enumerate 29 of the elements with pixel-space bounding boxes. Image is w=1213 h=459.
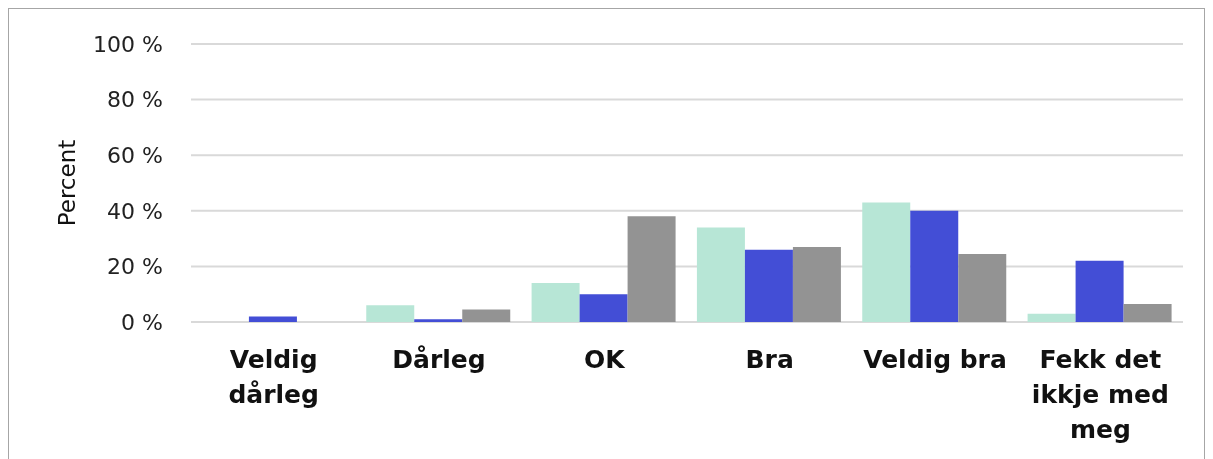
bar bbox=[1075, 260, 1124, 322]
y-tick-label: 80 % bbox=[107, 87, 163, 113]
y-tick-label: 40 % bbox=[107, 198, 163, 224]
bar bbox=[1027, 313, 1076, 322]
y-tick-label: 60 % bbox=[107, 143, 163, 169]
bar bbox=[910, 210, 959, 322]
bar bbox=[1123, 303, 1172, 322]
bar bbox=[462, 309, 511, 322]
bar bbox=[862, 202, 911, 322]
bar bbox=[248, 316, 297, 322]
bar bbox=[579, 294, 628, 322]
x-tick-label: Fekk det ikkje med meg bbox=[1031, 345, 1169, 444]
x-tick-label: Veldig dårleg bbox=[228, 345, 319, 409]
y-axis-title: Percent bbox=[54, 139, 80, 227]
y-tick-label: 20 % bbox=[107, 254, 163, 280]
x-tick-label: Veldig bra bbox=[863, 345, 1007, 374]
bar bbox=[744, 249, 793, 322]
y-tick-label: 100 % bbox=[93, 31, 163, 57]
bar bbox=[531, 283, 580, 322]
x-tick-label: Bra bbox=[745, 345, 794, 374]
bar bbox=[414, 319, 463, 322]
x-tick-label: Dårleg bbox=[392, 345, 486, 374]
x-tick-label: OK bbox=[584, 345, 627, 374]
y-tick-label: 0 % bbox=[121, 309, 163, 335]
bar bbox=[366, 305, 415, 322]
bar bbox=[696, 227, 745, 322]
bar bbox=[958, 253, 1007, 322]
bar bbox=[627, 216, 676, 322]
bar bbox=[792, 246, 841, 322]
